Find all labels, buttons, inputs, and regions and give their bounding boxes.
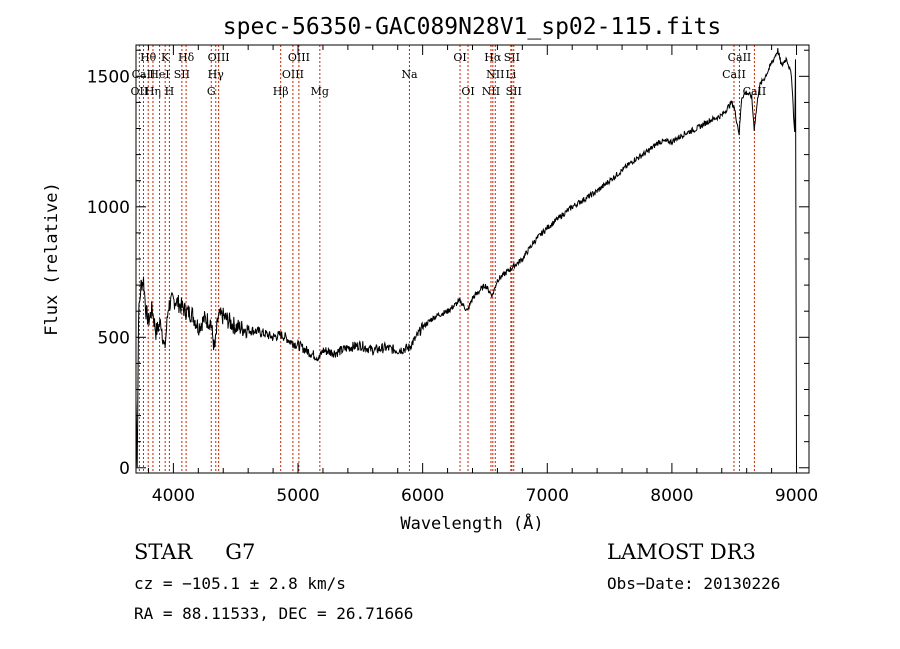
line-label-26: CaII (728, 51, 752, 64)
line-label-16: Na (401, 68, 418, 81)
flux-series-line (135, 47, 797, 468)
line-label-21: NII (486, 68, 504, 81)
line-label-22: Li (505, 68, 516, 81)
y-tick-label-1000: 1000 (87, 198, 130, 218)
chart-title: spec-56350-GAC089N28V1_sp02-115.fits (223, 14, 722, 40)
line-label-9: G (207, 85, 216, 98)
x-axis-label: Wavelength (Å) (400, 512, 543, 534)
x-tick-label-7000: 7000 (526, 486, 569, 506)
class-label: STAR (134, 540, 193, 564)
line-label-12: Hβ (273, 85, 289, 98)
line-label-4: HeI (149, 68, 169, 81)
line-label-18: OI (461, 85, 474, 98)
x-tick-label-5000: 5000 (276, 486, 319, 506)
line-label-11: OIII (208, 51, 230, 64)
y-tick-label-500: 500 (98, 328, 130, 348)
line-label-24: SII (506, 85, 522, 98)
line-label-6: H (165, 85, 175, 98)
line-label-5: K (161, 51, 170, 64)
subclass-label: G7 (225, 540, 256, 564)
line-label-25: CaII (722, 68, 746, 81)
x-tick-label-4000: 4000 (152, 486, 195, 506)
line-label-14: OIII (288, 51, 310, 64)
line-label-7: SII (174, 68, 190, 81)
line-label-19: NII (482, 85, 500, 98)
y-tick-label-0: 0 (119, 459, 130, 479)
line-label-15: Mg (311, 85, 329, 98)
line-label-2: CaII (132, 68, 156, 81)
line-label-0: Hθ (140, 51, 157, 64)
line-label-10: Hγ (208, 68, 225, 81)
x-tick-label-8000: 8000 (650, 486, 693, 506)
obs-date-label: Obs−Date: 20130226 (607, 574, 781, 593)
y-tick-label-1500: 1500 (87, 67, 130, 87)
axis-ticks: 4000 5000 6000 7000 8000 9000 0 500 1000 1500 (87, 45, 818, 506)
plot-frame (135, 44, 810, 474)
line-label-3: Hη (145, 85, 161, 98)
line-label-20: Hα (484, 51, 502, 64)
y-axis-label: Flux (relative) (42, 182, 62, 336)
redshift-label: cz = −105.1 ± 2.8 km/s (134, 574, 346, 593)
x-tick-label-9000: 9000 (775, 486, 818, 506)
coordinates-label: RA = 88.11533, DEC = 26.71666 (134, 604, 414, 623)
x-tick-label-6000: 6000 (401, 486, 444, 506)
line-label-8: Hδ (178, 51, 195, 64)
line-label-23: SII (504, 51, 520, 64)
line-label-13: OIII (282, 68, 304, 81)
spectral-line-markers: HθOIICaIIHηHeIKHSIIHδGHγOIIIHβOIIIOIIIMg… (131, 45, 766, 473)
line-label-17: OI (453, 51, 466, 64)
survey-label: LAMOST DR3 (607, 540, 756, 564)
object-class: STAR G7 (134, 540, 255, 564)
